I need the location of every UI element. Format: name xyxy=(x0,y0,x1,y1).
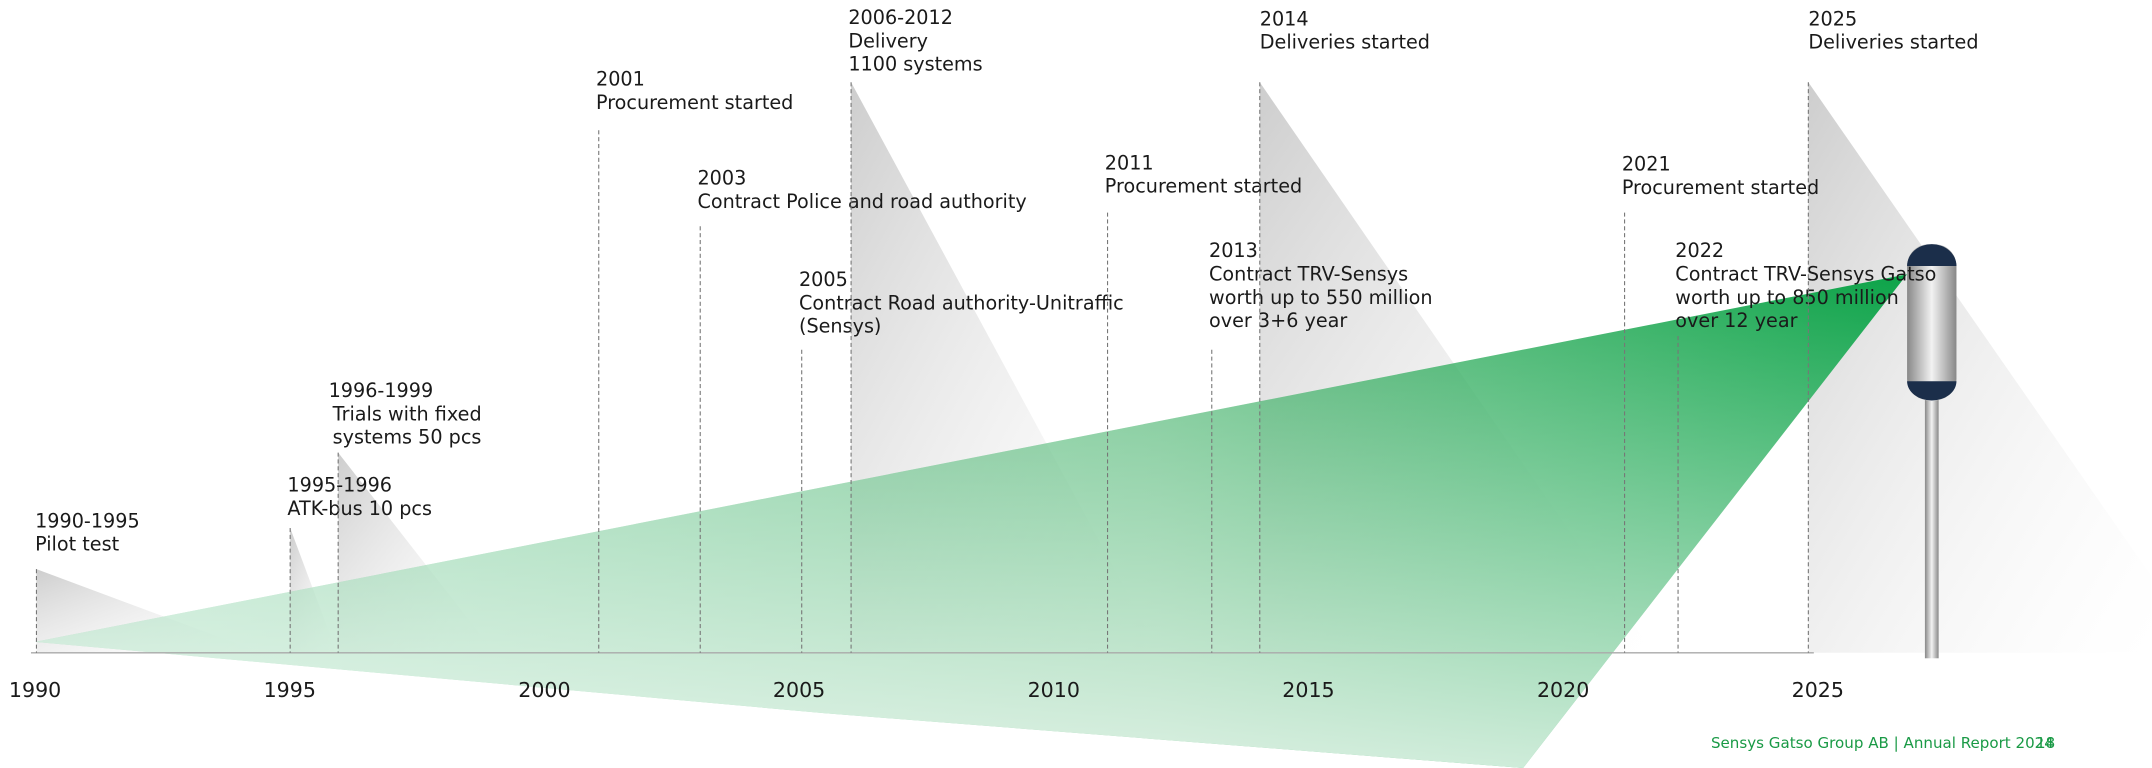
event-text: Contract TRV-Sensys Gatso xyxy=(1675,262,1936,285)
green-wedge xyxy=(35,274,1908,768)
event-year: 1996-1999 xyxy=(329,379,434,402)
event-year: 1990-1995 xyxy=(35,509,140,532)
event-text: systems 50 pcs xyxy=(333,426,482,449)
event-text: Procurement started xyxy=(596,91,793,114)
event-text: Procurement started xyxy=(1622,176,1819,199)
event-year: 2014 xyxy=(1260,7,1309,30)
page-number: 18 xyxy=(2036,734,2055,752)
event-text: Pilot test xyxy=(35,533,119,556)
event-text: Deliveries started xyxy=(1808,31,1978,54)
event-text: 1100 systems xyxy=(848,53,982,76)
event-year: 2006-2012 xyxy=(848,6,953,29)
year-label: 2000 xyxy=(518,678,570,702)
event-text: Procurement started xyxy=(1105,175,1302,198)
event-text: worth up to 550 million xyxy=(1209,286,1433,309)
year-label: 2025 xyxy=(1792,678,1844,702)
event-year: 1995-1996 xyxy=(287,474,392,497)
event-year: 2025 xyxy=(1808,7,1857,30)
event-year: 2005 xyxy=(799,268,848,291)
event-text: Contract Police and road authority xyxy=(697,190,1026,213)
event-text: Contract TRV-Sensys xyxy=(1209,262,1408,285)
camera xyxy=(1907,244,1957,659)
event-text: (Sensys) xyxy=(799,315,881,338)
event-text: over 12 year xyxy=(1675,309,1797,332)
event-year: 2022 xyxy=(1675,239,1724,262)
event-text: Trials with fixed xyxy=(332,402,482,425)
event-text: Delivery xyxy=(848,29,928,52)
event-text: ATK-bus 10 pcs xyxy=(287,497,432,520)
footer-text: Sensys Gatso Group AB | Annual Report 20… xyxy=(1711,734,2054,752)
event-year: 2011 xyxy=(1105,151,1154,174)
event-year: 2021 xyxy=(1622,153,1671,176)
event-year: 2001 xyxy=(596,68,645,91)
event-text: worth up to 850 million xyxy=(1675,286,1899,309)
year-label: 2010 xyxy=(1028,678,1080,702)
year-label: 2005 xyxy=(773,678,825,702)
event-year: 2013 xyxy=(1209,239,1258,262)
event-text: over 3+6 year xyxy=(1209,309,1347,332)
year-label: 2015 xyxy=(1282,678,1334,702)
year-label: 2020 xyxy=(1537,678,1589,702)
event-text: Contract Road authority-Unitraffic xyxy=(799,291,1124,314)
event-text: Deliveries started xyxy=(1260,31,1430,54)
year-label: 1995 xyxy=(264,678,316,702)
event-year: 2003 xyxy=(697,166,746,189)
year-label: 1990 xyxy=(9,678,61,702)
